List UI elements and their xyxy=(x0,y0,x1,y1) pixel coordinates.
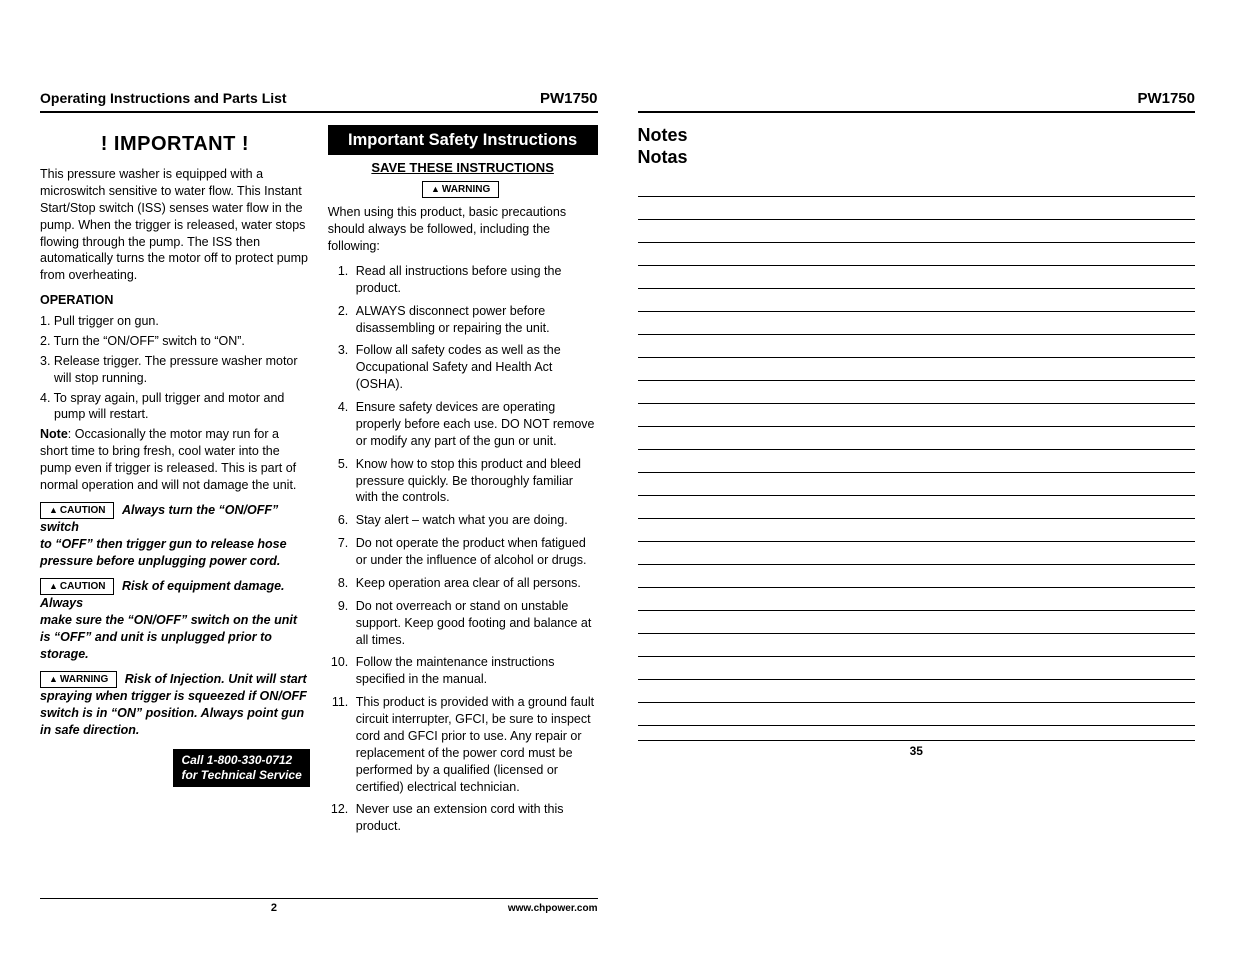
header-model: PW1750 xyxy=(540,90,598,107)
note-line xyxy=(638,518,1196,519)
column-2: Important Safety Instructions SAVE THESE… xyxy=(328,125,598,892)
op-step-2: 2. Turn the “ON/OFF” switch to “ON”. xyxy=(40,333,310,350)
safety-item: Follow the maintenance instructions spec… xyxy=(352,654,598,688)
warning-lead: Risk of Injection. Unit will start xyxy=(125,672,307,686)
left-header: Operating Instructions and Parts List PW… xyxy=(40,90,598,113)
warning-rest: spraying when trigger is squeezed if ON/… xyxy=(40,689,307,737)
safety-preamble: When using this product, basic precautio… xyxy=(328,204,598,255)
note-line xyxy=(638,656,1196,657)
header-model: PW1750 xyxy=(1137,90,1195,107)
note-line xyxy=(638,725,1196,726)
note-line xyxy=(638,449,1196,450)
notes-en: Notes xyxy=(638,125,1196,147)
safety-item: Stay alert – watch what you are doing. xyxy=(352,512,598,529)
left-page: Operating Instructions and Parts List PW… xyxy=(40,90,598,914)
notes-heading: Notes Notas xyxy=(638,125,1196,168)
safety-item: Never use an extension cord with this pr… xyxy=(352,801,598,835)
safety-item: Keep operation area clear of all persons… xyxy=(352,575,598,592)
safety-item: Do not operate the product when fatigued… xyxy=(352,535,598,569)
warning-block: WARNING Risk of Injection. Unit will sta… xyxy=(40,671,310,739)
notes-es: Notas xyxy=(638,147,1196,169)
save-instructions-line: SAVE THESE INSTRUCTIONS xyxy=(328,159,598,177)
note-line xyxy=(638,403,1196,404)
note-line xyxy=(638,380,1196,381)
note-line xyxy=(638,610,1196,611)
safety-item: Know how to stop this product and bleed … xyxy=(352,456,598,507)
note-line xyxy=(638,334,1196,335)
tech-call-line1: Call 1-800-330-0712 xyxy=(181,753,301,768)
left-columns: ! IMPORTANT ! This pressure washer is eq… xyxy=(40,125,598,892)
note-line xyxy=(638,679,1196,680)
right-footer: 35 xyxy=(638,740,1196,758)
note-line xyxy=(638,426,1196,427)
tech-service-callout: Call 1-800-330-0712 for Technical Servic… xyxy=(173,749,309,787)
note-line xyxy=(638,564,1196,565)
safety-list: Read all instructions before using the p… xyxy=(328,263,598,835)
caution1-rest: to “OFF” then trigger gun to release hos… xyxy=(40,537,287,568)
footer-website: www.chpower.com xyxy=(508,903,598,914)
tech-call-line2: for Technical Service xyxy=(181,768,301,783)
op-step-1: 1. Pull trigger on gun. xyxy=(40,313,310,330)
note-line xyxy=(638,196,1196,197)
op-step-3: 3. Release trigger. The pressure washer … xyxy=(40,353,310,387)
safety-item: Do not overreach or stand on unstable su… xyxy=(352,598,598,649)
warning-badge: WARNING xyxy=(40,671,117,689)
safety-item: ALWAYS disconnect power before disassemb… xyxy=(352,303,598,337)
important-heading: ! IMPORTANT ! xyxy=(40,131,310,158)
caution-badge: CAUTION xyxy=(40,502,114,520)
note-line xyxy=(638,311,1196,312)
column-1: ! IMPORTANT ! This pressure washer is eq… xyxy=(40,125,310,892)
note-line xyxy=(638,495,1196,496)
note-line xyxy=(638,357,1196,358)
note-line xyxy=(638,702,1196,703)
note-lines-area xyxy=(638,186,1196,726)
safety-item: Read all instructions before using the p… xyxy=(352,263,598,297)
caution-block-1: CAUTION Always turn the “ON/OFF” switch … xyxy=(40,502,310,570)
safety-item: Ensure safety devices are operating prop… xyxy=(352,399,598,450)
safety-instructions-bar: Important Safety Instructions xyxy=(328,125,598,155)
note-line xyxy=(638,288,1196,289)
operation-note: Note: Occasionally the motor may run for… xyxy=(40,426,310,494)
caution-badge: CAUTION xyxy=(40,578,114,596)
intro-paragraph: This pressure washer is equipped with a … xyxy=(40,166,310,284)
op-step-4: 4. To spray again, pull trigger and moto… xyxy=(40,390,310,424)
left-footer: 2 www.chpower.com xyxy=(40,898,598,914)
page-number: 2 xyxy=(271,902,277,914)
warning-center: WARNING xyxy=(328,181,598,199)
note-line xyxy=(638,242,1196,243)
note-line xyxy=(638,265,1196,266)
note-line xyxy=(638,219,1196,220)
note-line xyxy=(638,472,1196,473)
safety-item: This product is provided with a ground f… xyxy=(352,694,598,795)
right-header: PW1750 xyxy=(638,90,1196,113)
operation-heading: OPERATION xyxy=(40,292,310,309)
warning-badge: WARNING xyxy=(422,181,499,199)
note-line xyxy=(638,587,1196,588)
note-text: : Occasionally the motor may run for a s… xyxy=(40,427,296,492)
header-title: Operating Instructions and Parts List xyxy=(40,90,287,106)
right-page: PW1750 Notes Notas 35 xyxy=(638,90,1196,914)
safety-item: Follow all safety codes as well as the O… xyxy=(352,342,598,393)
caution2-rest: make sure the “ON/OFF” switch on the uni… xyxy=(40,613,297,661)
note-label: Note xyxy=(40,427,68,441)
note-line xyxy=(638,541,1196,542)
caution-block-2: CAUTION Risk of equipment damage. Always… xyxy=(40,578,310,663)
page-number: 35 xyxy=(910,744,923,758)
note-line xyxy=(638,633,1196,634)
